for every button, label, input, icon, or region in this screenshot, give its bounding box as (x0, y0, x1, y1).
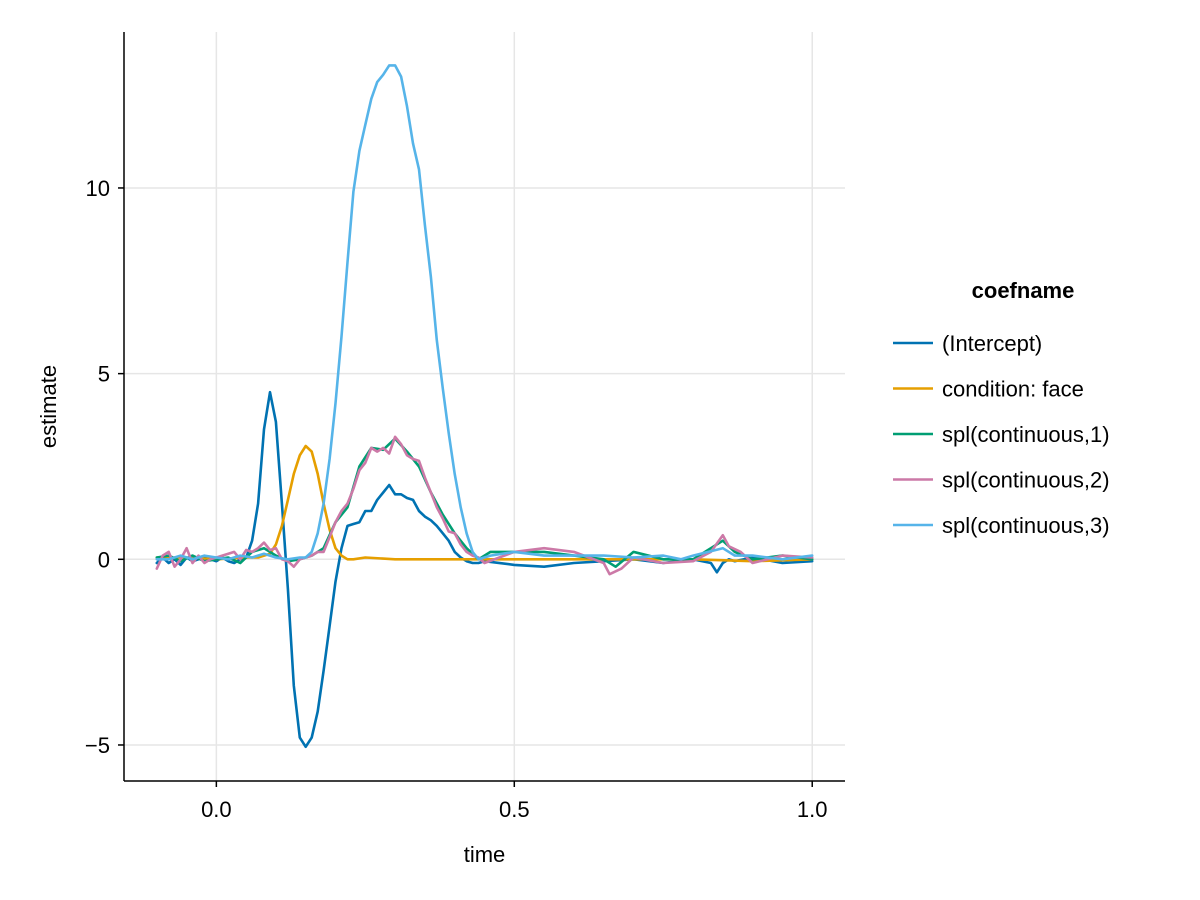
y-axis-label: estimate (36, 365, 61, 448)
series-line-0 (155, 390, 814, 749)
axes (123, 32, 845, 782)
x-axis-label: time (464, 842, 506, 867)
legend-label: spl(continuous,2) (942, 468, 1110, 493)
legend-label: (Intercept) (942, 331, 1042, 356)
grid (124, 32, 845, 781)
legend-label: spl(continuous,1) (942, 422, 1110, 447)
series-line-1 (155, 444, 814, 563)
legend-label: condition: face (942, 377, 1084, 402)
legend: coefname (Intercept) condition: face spl(c… (893, 278, 1110, 538)
legend-items: (Intercept) condition: face spl(continuous… (893, 331, 1110, 538)
series-lines (155, 64, 814, 749)
y-tick-label: −5 (85, 733, 110, 758)
x-tick-label: 1.0 (797, 797, 828, 822)
x-tick-label: 0.0 (201, 797, 232, 822)
legend-title: coefname (972, 278, 1075, 303)
y-tick-label: 0 (98, 547, 110, 572)
series-line-4 (155, 64, 814, 561)
y-tick-label: 5 (98, 362, 110, 387)
series-line-3 (155, 435, 814, 576)
x-tick-label: 0.5 (499, 797, 530, 822)
y-tick-label: 10 (86, 176, 110, 201)
ticks: 0.0 0.5 1.0 −5 0 5 10 (85, 176, 828, 822)
legend-label: spl(continuous,3) (942, 513, 1110, 538)
